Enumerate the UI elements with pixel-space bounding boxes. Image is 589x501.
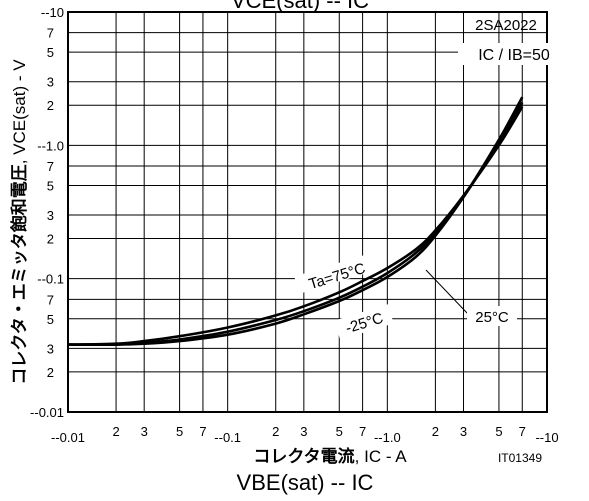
curves — [67, 96, 524, 347]
x-tick-label: --10 — [535, 430, 558, 445]
tick-labels: --0.01 --0.01 2 2 3 3 5 5 7 7 --0.1 --0.1 2 2 3 3 5 5 7 7 --… — [30, 5, 559, 445]
y-tick-label: 3 — [47, 341, 54, 356]
y-tick-label: 7 — [47, 26, 54, 41]
y-tick-label: --0.1 — [37, 272, 64, 287]
y-tick-label: 5 — [47, 312, 54, 327]
x-tick-label: --0.01 — [51, 430, 85, 445]
y-tick-label: 7 — [47, 159, 54, 174]
condition-label-bg — [458, 43, 570, 65]
y-tick-label: --10 — [41, 5, 64, 20]
y-tick-label: 2 — [47, 98, 54, 113]
x-tick-label: 5 — [336, 424, 343, 439]
x-tick-label: 2 — [112, 424, 119, 439]
x-tick-label: 3 — [300, 424, 307, 439]
grid — [67, 11, 548, 413]
figure-id: IT01349 — [498, 451, 542, 465]
label-25c-bg — [467, 306, 517, 326]
leader-25c — [425, 269, 469, 315]
x-tick-label: --1.0 — [374, 430, 401, 445]
x-tick-label: 7 — [359, 424, 366, 439]
chart-title-bottom: VBE(sat) -- IC — [237, 470, 374, 495]
x-tick-label: 5 — [176, 424, 183, 439]
condition-label: IC / IB=50 — [478, 47, 550, 64]
x-tick-label: 7 — [519, 424, 526, 439]
y-tick-label: 5 — [47, 45, 54, 60]
y-tick-label: 3 — [47, 75, 54, 90]
ta75-label-bg — [294, 252, 378, 294]
x-tick-label: 2 — [432, 424, 439, 439]
part-number-label: 2SA2022 — [475, 17, 537, 34]
y-tick-label: --0.01 — [30, 405, 64, 420]
x-axis-label: コレクタ電流, IC - A — [253, 446, 407, 467]
annotation-25c: 25°C — [475, 309, 509, 326]
series-line-2 — [67, 96, 524, 346]
x-tick-label: 5 — [495, 424, 502, 439]
series-line-0 — [67, 106, 524, 346]
x-tick-label: 2 — [272, 424, 279, 439]
label-m25c-bg — [334, 304, 394, 340]
chart-title-top: VCE(sat) -- IC — [231, 0, 369, 13]
y-tick-label: 2 — [47, 365, 54, 380]
annotation-minus25c: -25°C — [344, 310, 386, 338]
x-tick-label: 7 — [199, 424, 206, 439]
y-tick-label: 2 — [47, 232, 54, 247]
x-tick-label: 3 — [141, 424, 148, 439]
y-tick-label: 7 — [47, 292, 54, 307]
y-tick-label: 3 — [47, 208, 54, 223]
y-axis-label: コレクタ・エミッタ飽和電圧, VCE(sat) - V — [9, 59, 30, 385]
y-tick-label: --1.0 — [37, 138, 64, 153]
plot-frame — [67, 11, 548, 413]
x-tick-label: 3 — [460, 424, 467, 439]
y-tick-label: 5 — [47, 178, 54, 193]
x-tick-label: --0.1 — [214, 430, 241, 445]
